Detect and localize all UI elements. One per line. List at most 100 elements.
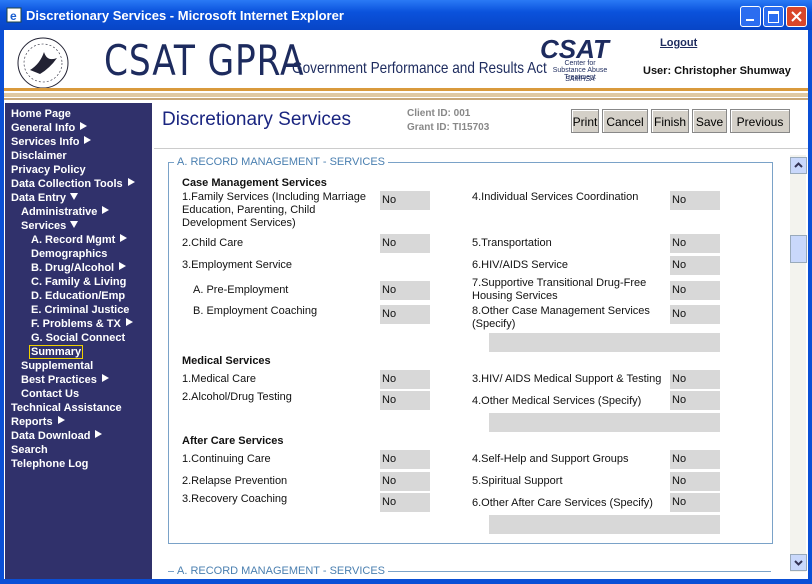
select-field[interactable]: No bbox=[670, 234, 720, 253]
select-field[interactable]: No bbox=[670, 493, 720, 512]
nav-item[interactable]: Disclaimer bbox=[11, 150, 67, 163]
select-field[interactable]: No bbox=[380, 281, 430, 300]
nav-label[interactable]: Telephone Log bbox=[11, 458, 89, 470]
minimize-button[interactable] bbox=[740, 6, 761, 27]
nav-label[interactable]: Services Info bbox=[11, 136, 80, 148]
specify-field[interactable] bbox=[489, 333, 720, 352]
nav-item[interactable]: Technical Assistance bbox=[11, 402, 122, 415]
nav-item[interactable]: Services Info bbox=[11, 136, 92, 149]
select-field[interactable]: No bbox=[670, 256, 720, 275]
nav-label[interactable]: Data Entry bbox=[11, 192, 67, 204]
nav-label[interactable]: Summary bbox=[29, 345, 84, 359]
nav-label[interactable]: B. Drug/Alcohol bbox=[31, 262, 115, 274]
nav-item[interactable]: F. Problems & TX bbox=[31, 318, 134, 331]
submenu-arrow bbox=[127, 178, 135, 186]
scroll-up[interactable] bbox=[790, 157, 807, 174]
nav-item[interactable]: B. Drug/Alcohol bbox=[31, 262, 127, 275]
nav-item[interactable]: Demographics bbox=[31, 248, 107, 261]
field-label: 3.Recovery Coaching bbox=[182, 493, 288, 505]
nav-label[interactable]: Data Collection Tools bbox=[11, 178, 123, 190]
select-field[interactable]: No bbox=[670, 450, 720, 469]
nav-label[interactable]: D. Education/Emp bbox=[31, 290, 126, 302]
nav-label[interactable]: A. Record Mgmt bbox=[31, 234, 116, 246]
nav-item[interactable]: G. Social Connect bbox=[31, 332, 125, 345]
nav-item[interactable]: A. Record Mgmt bbox=[31, 234, 128, 247]
nav-item[interactable]: D. Education/Emp bbox=[31, 290, 125, 303]
field-label: 4.Individual Services Coordination bbox=[472, 191, 639, 203]
nav-item[interactable]: Summary bbox=[29, 345, 84, 359]
side-nav: Home Page General Info Services Info Discla… bbox=[5, 103, 152, 579]
action-button[interactable]: Previous bbox=[730, 109, 790, 133]
action-button[interactable]: Print bbox=[571, 109, 599, 133]
scroll-thumb[interactable] bbox=[790, 235, 807, 263]
nav-label[interactable]: Privacy Policy bbox=[11, 164, 86, 176]
nav-label[interactable]: Search bbox=[11, 444, 48, 456]
nav-item[interactable]: Reports bbox=[11, 416, 66, 429]
select-field[interactable]: No bbox=[380, 450, 430, 469]
nav-item[interactable]: E. Criminal Justice bbox=[31, 304, 129, 317]
nav-item[interactable]: Supplemental bbox=[21, 360, 93, 373]
action-button[interactable]: Finish bbox=[651, 109, 689, 133]
nav-item[interactable]: Best Practices bbox=[21, 374, 110, 387]
select-field[interactable]: No bbox=[380, 493, 430, 512]
nav-label[interactable]: G. Social Connect bbox=[31, 332, 126, 344]
submenu-arrow bbox=[70, 193, 79, 200]
nav-label[interactable]: Home Page bbox=[11, 108, 71, 120]
field-label: 3.Employment Service bbox=[182, 259, 293, 271]
fieldset-legend: A. RECORD MANAGEMENT - SERVICES bbox=[174, 565, 389, 577]
nav-item[interactable]: General Info bbox=[11, 122, 88, 135]
select-field[interactable]: No bbox=[670, 281, 720, 300]
field-label: 6.Other After Care Services (Specify) bbox=[472, 497, 653, 509]
nav-item[interactable]: Contact Us bbox=[21, 388, 79, 401]
close-button[interactable] bbox=[786, 6, 807, 27]
nav-label[interactable]: Supplemental bbox=[21, 360, 94, 372]
nav-label[interactable]: F. Problems & TX bbox=[31, 318, 121, 330]
nav-label[interactable]: Disclaimer bbox=[11, 150, 67, 162]
hhs-logo bbox=[17, 37, 69, 89]
nav-item[interactable]: Search bbox=[11, 444, 48, 457]
select-field[interactable]: No bbox=[380, 472, 430, 491]
nav-item[interactable]: Telephone Log bbox=[11, 458, 88, 471]
browser-content: CSAT GPRA Government Performance and Res… bbox=[4, 30, 808, 579]
select-field[interactable]: No bbox=[670, 370, 720, 389]
field-label: 5.Spiritual Support bbox=[472, 475, 563, 487]
nav-item[interactable]: Services bbox=[21, 220, 79, 233]
nav-label[interactable]: Services bbox=[21, 220, 67, 232]
nav-label[interactable]: Reports bbox=[11, 416, 53, 428]
select-field[interactable]: No bbox=[670, 472, 720, 491]
scroll-down[interactable] bbox=[790, 554, 807, 571]
nav-item[interactable]: Privacy Policy bbox=[11, 164, 86, 177]
nav-label[interactable]: Administrative bbox=[21, 206, 98, 218]
nav-label[interactable]: Data Download bbox=[11, 430, 91, 442]
nav-label[interactable]: Contact Us bbox=[21, 388, 80, 400]
select-field[interactable]: No bbox=[380, 370, 430, 389]
scrollbar[interactable] bbox=[790, 155, 807, 572]
select-field[interactable]: No bbox=[380, 191, 430, 210]
action-button[interactable]: Cancel bbox=[602, 109, 648, 133]
nav-item[interactable]: Data Collection Tools bbox=[11, 178, 136, 191]
select-field[interactable]: No bbox=[380, 234, 430, 253]
select-field[interactable]: No bbox=[670, 391, 720, 410]
select-field[interactable]: No bbox=[670, 191, 720, 210]
select-field[interactable]: No bbox=[380, 305, 430, 324]
nav-label[interactable]: Technical Assistance bbox=[11, 402, 122, 414]
nav-item[interactable]: C. Family & Living bbox=[31, 276, 126, 289]
nav-item[interactable]: Data Entry bbox=[11, 192, 79, 205]
nav-label[interactable]: C. Family & Living bbox=[31, 276, 127, 288]
nav-item[interactable]: Home Page bbox=[11, 108, 71, 121]
nav-label[interactable]: Demographics bbox=[31, 248, 108, 260]
nav-item[interactable]: Data Download bbox=[11, 430, 103, 443]
logout-link[interactable]: Logout bbox=[660, 37, 698, 49]
nav-item[interactable]: Administrative bbox=[21, 206, 110, 219]
specify-field[interactable] bbox=[489, 515, 720, 534]
specify-field[interactable] bbox=[489, 413, 720, 432]
select-field[interactable]: No bbox=[380, 391, 430, 410]
select-field[interactable]: No bbox=[670, 305, 720, 324]
maximize-button[interactable] bbox=[763, 6, 784, 27]
submenu-arrow bbox=[120, 234, 128, 242]
nav-label[interactable]: General Info bbox=[11, 122, 76, 134]
submenu-arrow bbox=[102, 206, 110, 214]
action-button[interactable]: Save bbox=[692, 109, 727, 133]
nav-label[interactable]: E. Criminal Justice bbox=[31, 304, 130, 316]
nav-label[interactable]: Best Practices bbox=[21, 374, 97, 386]
